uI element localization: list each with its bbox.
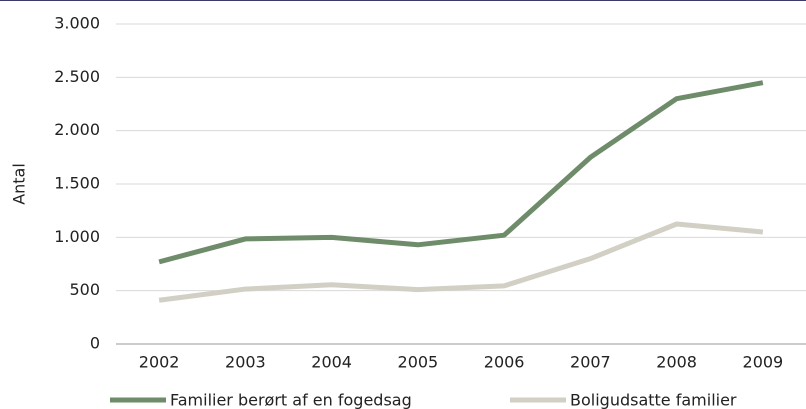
series-line: [158, 221, 764, 303]
y-tick-label: 2.000: [54, 120, 100, 139]
legend-label: Familier berørt af en fogedsag: [170, 391, 412, 409]
x-tick-label: 2003: [225, 353, 266, 372]
y-tick-label: 0: [90, 334, 100, 353]
x-tick-label: 2002: [139, 353, 180, 372]
y-axis-label: Antal: [10, 163, 29, 205]
y-tick-label: 500: [69, 280, 100, 299]
y-tick-label: 1.000: [54, 227, 100, 246]
x-tick-label: 2005: [398, 353, 439, 372]
x-tick-label: 2009: [743, 353, 784, 372]
legend-label: Boligudsatte familier: [570, 391, 737, 409]
x-tick-label: 2007: [570, 353, 611, 372]
x-tick-label: 2004: [311, 353, 352, 372]
y-tick-label: 3.000: [54, 14, 100, 33]
y-tick-label: 2.500: [54, 67, 100, 86]
y-tick-label: 1.500: [54, 174, 100, 193]
x-tick-label: 2006: [484, 353, 525, 372]
series-line: [158, 80, 764, 265]
x-tick-label: 2008: [656, 353, 697, 372]
